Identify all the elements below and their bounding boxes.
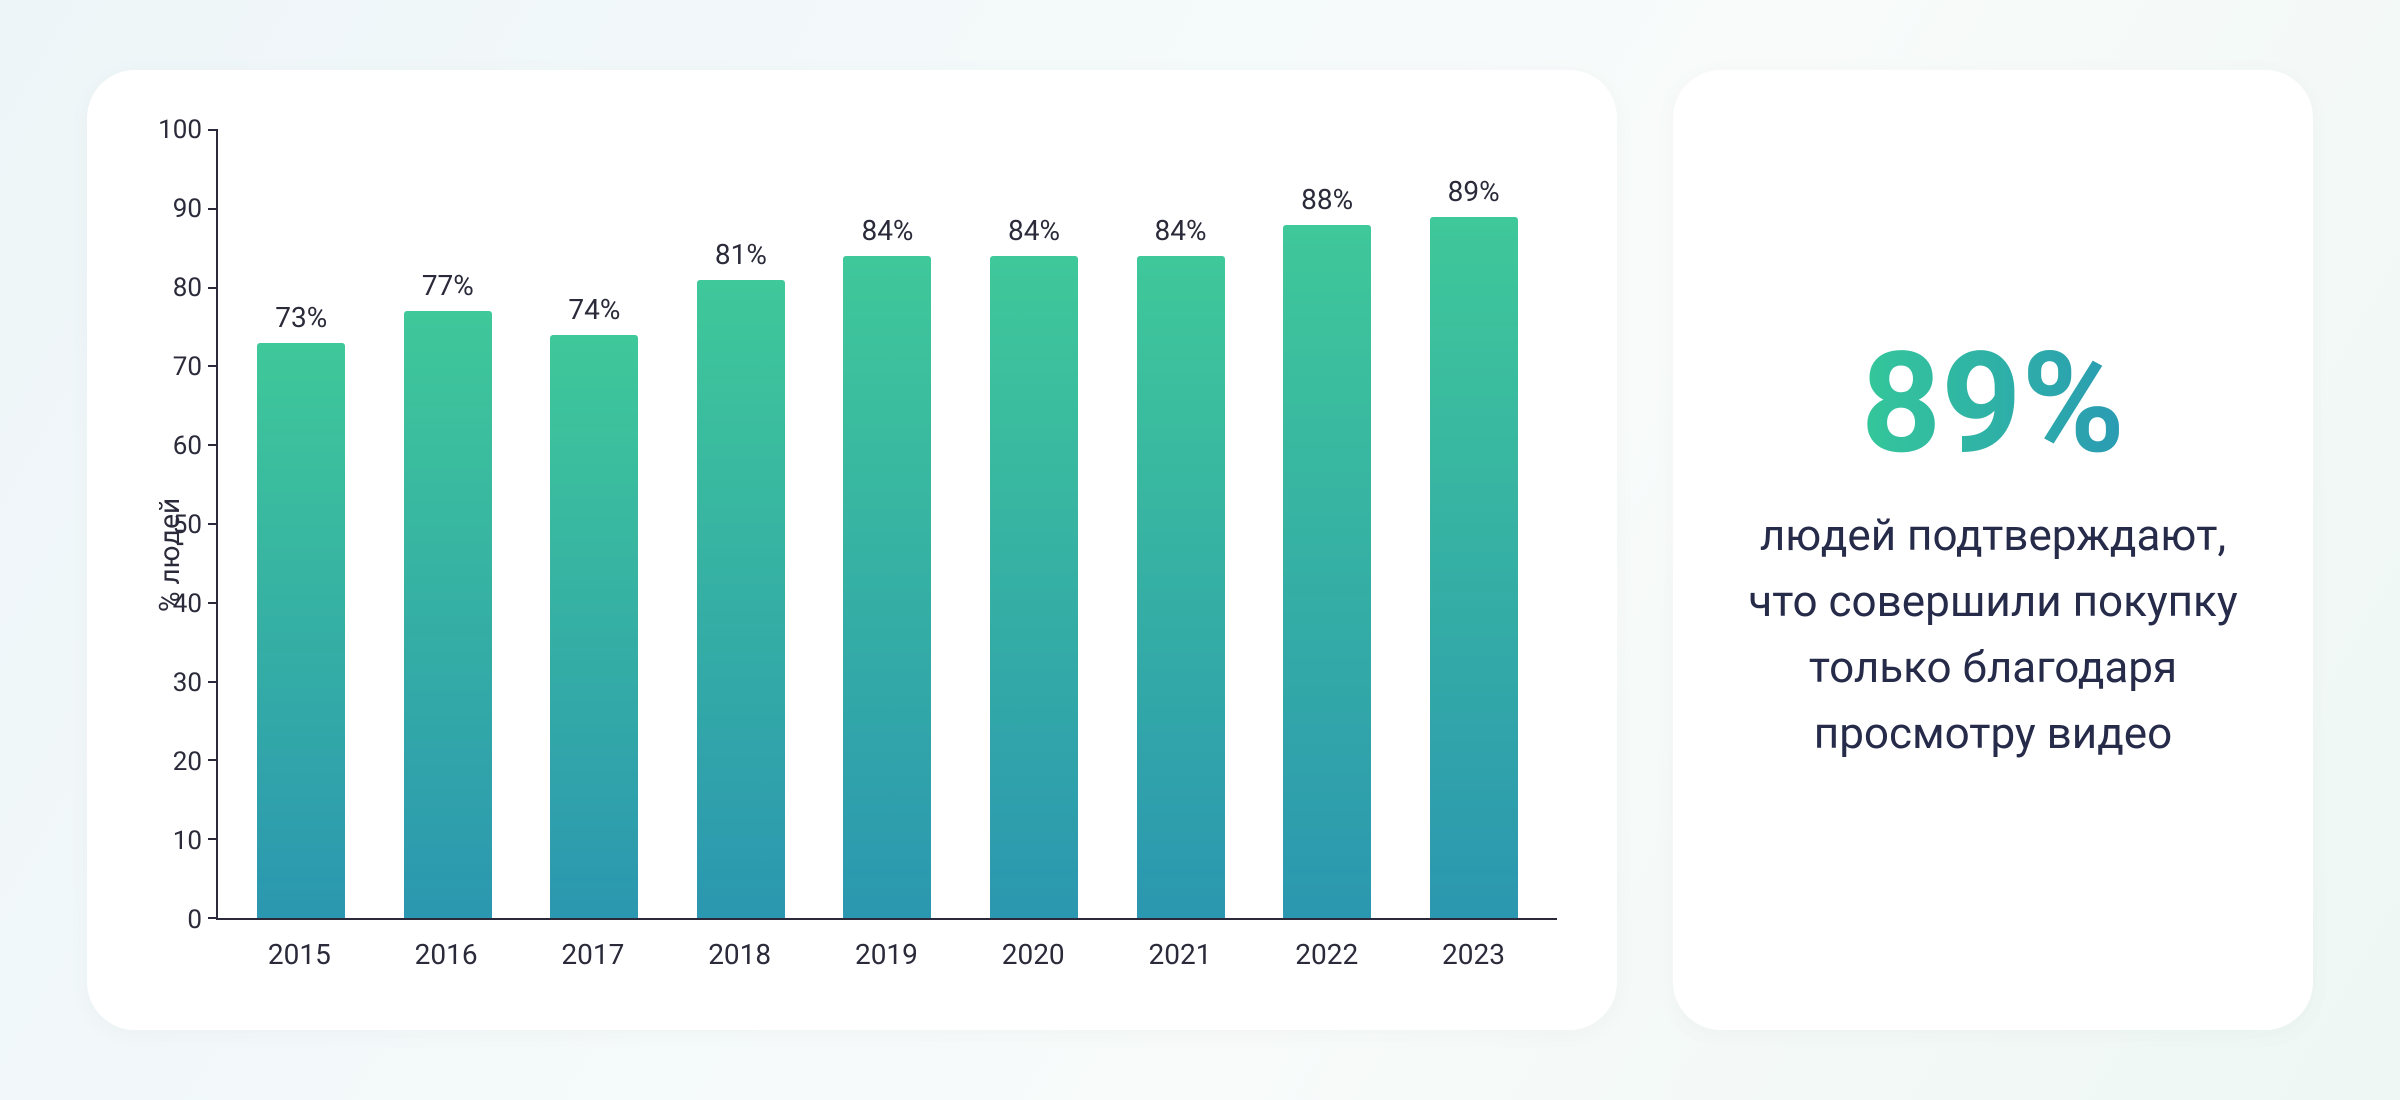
y-tick-mark [208,602,218,604]
x-axis: 2015 2016 2017 2018 2019 2020 2021 2022 2023 [216,920,1557,980]
bar-value-label: 74% [568,293,620,326]
bar: 84% [843,256,931,918]
plot-area: 73% 77% 74% 81% 84% 84% 84% 88% 89% [216,130,1557,920]
x-tick-label: 2021 [1136,938,1224,980]
y-tick-mark [208,444,218,446]
bar: 77% [404,311,492,918]
plot-column: 73% 77% 74% 81% 84% 84% 84% 88% 89% 2015 2016 2017… [216,130,1557,980]
bar-value-label: 73% [275,301,327,334]
stat-number: 89% [1861,334,2125,474]
x-tick-label: 2019 [842,938,930,980]
y-tick-mark [208,287,218,289]
bar-value-label: 84% [861,214,913,247]
x-tick-label: 2018 [696,938,784,980]
x-tick-label: 2015 [255,938,343,980]
chart-card: % людей 1009080706050403020100 73%77%74%… [87,70,1617,1030]
bar-chart: % людей 1009080706050403020100 73%77%74%… [147,130,1557,980]
y-tick-mark [208,917,218,919]
bar-value-label: 81% [715,238,767,271]
bar-value-label: 89% [1448,175,1500,208]
bar: 73% [257,343,345,918]
y-tick-mark [208,838,218,840]
bar: 74% [550,335,638,918]
x-tick-label: 2017 [549,938,637,980]
bar-value-label: 88% [1301,183,1353,216]
y-axis: 1009080706050403020100 [202,130,216,920]
x-tick-label: 2023 [1430,938,1518,980]
y-tick-mark [208,208,218,210]
bar-value-label: 84% [1155,214,1207,247]
y-tick-mark [208,523,218,525]
y-tick-mark [208,365,218,367]
y-tick-mark [208,129,218,131]
stat-card: 89% людей подтверждают, что совершили по… [1673,70,2313,1030]
bar-value-label: 84% [1008,214,1060,247]
x-tick-label: 2020 [989,938,1077,980]
stat-text: людей подтверждают, что совершили покупк… [1725,502,2261,766]
bar: 84% [1137,256,1225,918]
bar-value-label: 77% [422,269,474,302]
bar: 88% [1283,225,1371,918]
bar: 81% [697,280,785,918]
bar: 84% [990,256,1078,918]
bars-container: 73% 77% 74% 81% 84% 84% 84% 88% 89% [218,130,1557,918]
y-tick-mark [208,759,218,761]
x-tick-label: 2022 [1283,938,1371,980]
x-tick-label: 2016 [402,938,490,980]
bar: 89% [1430,217,1518,918]
y-tick-mark [208,681,218,683]
